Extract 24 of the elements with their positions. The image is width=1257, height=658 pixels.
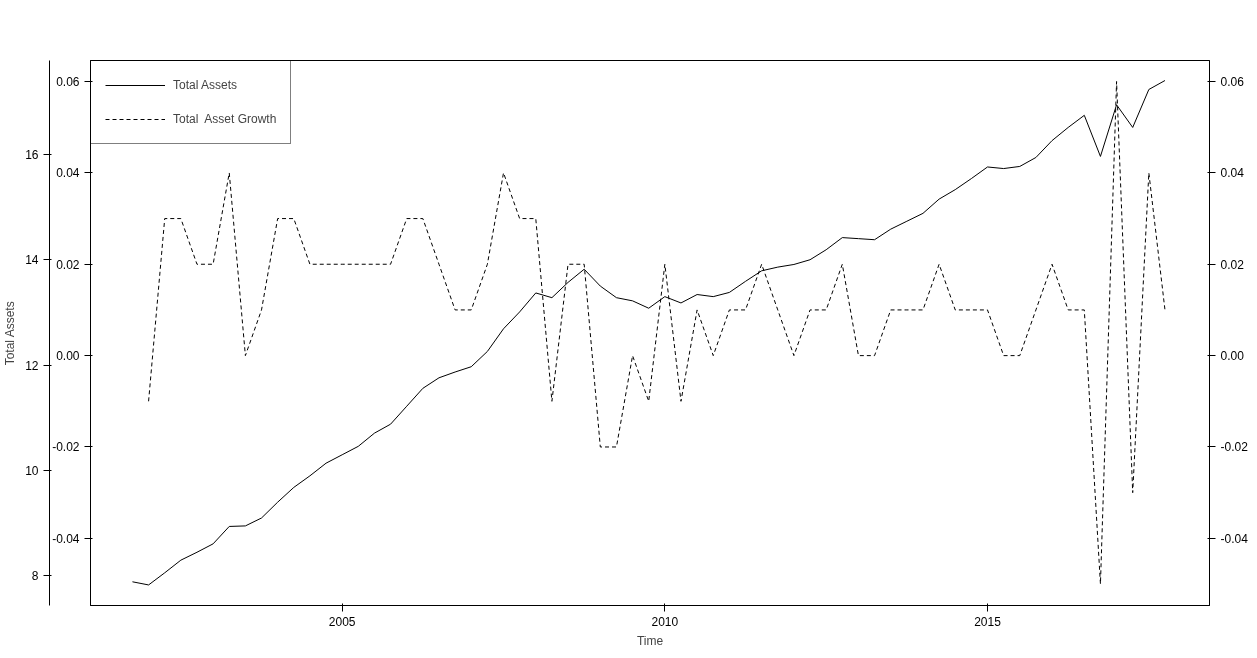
- y2-tick-label: -0.02: [52, 440, 80, 455]
- legend-label: Total Asset Growth: [173, 112, 277, 126]
- y-axis-title: Total Assets: [3, 301, 18, 366]
- x-tick-label: 2005: [328, 614, 356, 629]
- x-axis-title: Time: [636, 633, 664, 648]
- y3-tick-label: 0.06: [1220, 75, 1245, 90]
- y2-tick-label: -0.04: [52, 531, 80, 546]
- y-tick-label: 16: [25, 147, 39, 162]
- y3-tick-label: 0.04: [1220, 166, 1245, 181]
- y2-tick-label: 0.00: [56, 349, 80, 364]
- legend-label: Total Assets: [173, 78, 238, 92]
- y-tick-label: 10: [25, 464, 39, 479]
- y2-tick-label: 0.06: [56, 75, 80, 90]
- y3-tick-label: -0.02: [1220, 440, 1249, 455]
- y-tick-label: 14: [25, 253, 39, 268]
- y2-tick-label: 0.04: [56, 166, 80, 181]
- y3-tick-label: -0.04: [1220, 531, 1249, 546]
- y3-tick-label: 0.00: [1220, 349, 1245, 364]
- y-tick-label: 8: [31, 569, 39, 584]
- y-tick-label: 12: [25, 358, 39, 373]
- x-tick-label: 2010: [651, 614, 679, 629]
- x-tick-label: 2015: [974, 614, 1002, 629]
- y3-tick-label: 0.02: [1220, 257, 1245, 272]
- y2-tick-label: 0.02: [56, 257, 80, 272]
